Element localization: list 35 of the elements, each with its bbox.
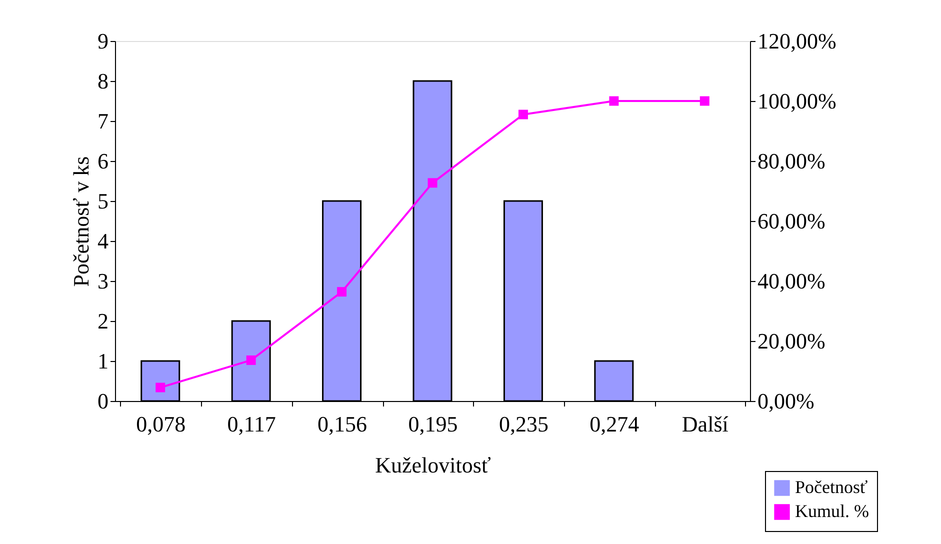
y-tick-label: 6 [98, 148, 108, 174]
y2-tick-label: 100,00% [758, 88, 836, 114]
point [337, 287, 347, 297]
x-tick-label: 0,195 [408, 412, 458, 436]
y2-tick-label: 0,00% [758, 388, 814, 414]
x-tick-label: 0,078 [136, 412, 186, 436]
legend-label: Početnosť [795, 477, 868, 497]
point [518, 110, 528, 120]
point [428, 178, 438, 188]
y-tick-label: 7 [98, 108, 108, 134]
point [246, 355, 256, 365]
x-axis-title: Kuželovitosť [375, 452, 492, 478]
y-tick-label: 1 [98, 348, 108, 374]
y2-tick-label: 20,00% [758, 328, 826, 354]
y-axis-title: Početnosť v ks [68, 156, 94, 287]
y-tick-label: 4 [98, 228, 108, 254]
y-tick-label: 8 [98, 68, 108, 94]
y2-tick-label: 80,00% [758, 148, 826, 174]
y-tick-label: 9 [98, 28, 108, 54]
x-tick-label: 0,117 [227, 412, 276, 436]
y2-tick-label: 40,00% [758, 268, 826, 294]
y-tick-label: 2 [98, 308, 108, 334]
y-tick-label: 3 [98, 268, 108, 294]
point [609, 96, 619, 106]
y-tick-label: 0 [98, 388, 108, 414]
point [700, 96, 710, 106]
y2-tick-label: 120,00% [758, 28, 836, 54]
x-tick-label: Další [682, 412, 728, 436]
y2-tick-label: 60,00% [758, 208, 826, 234]
legend-label: Kumul. % [795, 501, 869, 521]
x-tick-label: 0,274 [590, 412, 640, 436]
point [156, 382, 166, 392]
x-tick-label: 0,156 [318, 412, 368, 436]
x-tick-label: 0,235 [498, 412, 548, 436]
y-tick-label: 5 [98, 188, 108, 214]
